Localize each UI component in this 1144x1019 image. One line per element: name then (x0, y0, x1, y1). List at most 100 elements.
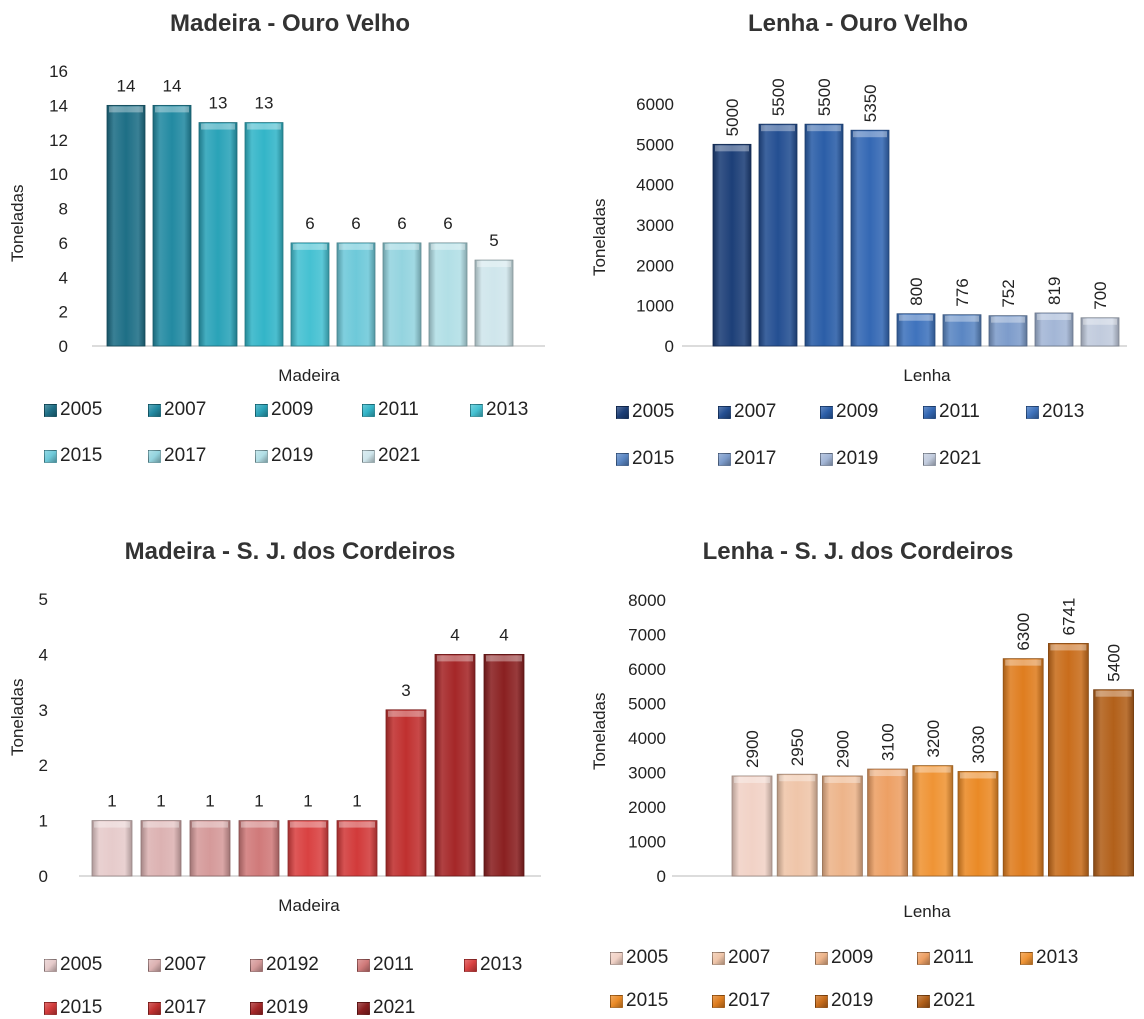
bar-2017 (382, 242, 422, 347)
data-label: 1 (107, 792, 116, 811)
legend-label: 2011 (373, 954, 414, 975)
legend-item-2017: 2017 (712, 990, 770, 1012)
data-label: 3100 (879, 723, 898, 761)
legend-item-2007: 2007 (718, 401, 776, 423)
y-tick-label: 10 (49, 165, 68, 184)
legend-item-2019: 2019 (815, 990, 873, 1012)
bar-bevel (869, 770, 906, 777)
x-axis-label: Lenha (903, 366, 951, 385)
bar-2021 (1080, 317, 1120, 347)
legend-swatch (250, 1001, 263, 1015)
legend-label: 2021 (378, 445, 421, 466)
y-tick-label: 2 (39, 756, 48, 775)
bar-2011 (238, 820, 280, 877)
bar-2019 (1047, 643, 1089, 877)
data-label: 3200 (924, 720, 943, 758)
data-label: 5350 (861, 84, 880, 122)
legend-swatch (148, 1001, 161, 1015)
legend-label: 2005 (632, 401, 675, 422)
data-label: 2950 (788, 728, 807, 766)
bar-bevel (991, 316, 1025, 323)
data-label: 700 (1091, 281, 1110, 309)
bar-bevel (824, 776, 861, 783)
data-label: 776 (953, 278, 972, 306)
bar-bevel (477, 261, 511, 268)
bar-bevel (192, 821, 228, 828)
legend-swatch (148, 958, 161, 972)
legend-item-2011: 2011 (357, 954, 414, 976)
bar-bevel (339, 821, 375, 828)
legend-item-2019: 2019 (820, 448, 878, 470)
legend-item-2017: 2017 (148, 997, 206, 1019)
chart-title: Lenha - S. J. dos Cordeiros (702, 538, 1014, 565)
plot-area: 0 2 4 6 8 10 12 14 16 14 14 13 13 6 6 6 6 5 (49, 62, 545, 356)
data-label: 800 (907, 277, 926, 305)
legend-item-2015: 2015 (610, 990, 668, 1012)
y-tick-label: 3000 (628, 764, 666, 783)
legend-item-2007: 2007 (148, 954, 206, 976)
legend-label: 2011 (939, 401, 980, 422)
y-tick-label: 16 (49, 62, 68, 81)
legend-swatch (44, 403, 57, 417)
y-tick-label: 12 (49, 131, 68, 150)
legend-item-2005: 2005 (44, 399, 102, 421)
legend-label: 2019 (266, 997, 309, 1018)
bar-2009 (804, 123, 844, 347)
legend-swatch (820, 405, 833, 419)
chart-madeira-sj-cordeiros: Madeira - S. J. dos Cordeiros Toneladas … (0, 502, 572, 1018)
data-label: 5500 (769, 78, 788, 116)
bar-2009 (198, 122, 238, 347)
y-tick-label: 0 (39, 867, 48, 886)
bar-2017 (385, 709, 427, 877)
y-tick-label: 5000 (628, 695, 666, 714)
bar-2021 (1093, 689, 1134, 877)
legend-swatch (616, 452, 629, 466)
y-tick-label: 1000 (636, 297, 674, 316)
bar-2007 (140, 820, 182, 877)
legend-item-20192: 20192 (250, 954, 319, 976)
data-label: 2900 (833, 730, 852, 768)
chart-title: Lenha - Ouro Velho (747, 10, 969, 37)
legend-swatch (470, 403, 483, 417)
legend-swatch (820, 452, 833, 466)
x-axis-label: Madeira (278, 366, 340, 385)
data-label: 4 (499, 625, 508, 644)
bar-2013 (290, 242, 330, 347)
data-label: 6300 (1014, 613, 1033, 651)
y-tick-label: 4 (39, 645, 48, 664)
data-label: 1 (303, 792, 312, 811)
legend-swatch (1026, 405, 1039, 419)
legend-item-2013: 2013 (1026, 401, 1084, 423)
legend-label: 2013 (486, 399, 529, 420)
bar-bevel (945, 315, 979, 322)
legend-item-2019: 2019 (250, 997, 308, 1019)
legend-item-2021: 2021 (357, 997, 415, 1019)
legend-item-2005: 2005 (616, 401, 674, 423)
bar-bevel (385, 243, 419, 250)
x-axis-label: Madeira (278, 896, 340, 915)
bar-2007 (758, 123, 798, 347)
bar-bevel (1083, 318, 1117, 325)
legend-label: 2011 (378, 399, 419, 420)
bar-2011 (867, 768, 909, 877)
legend-swatch (148, 403, 161, 417)
legend-label: 2005 (60, 399, 103, 420)
bar-bevel (1050, 644, 1087, 651)
legend-item-2017: 2017 (718, 448, 776, 470)
data-label: 6 (351, 214, 360, 233)
data-label: 5400 (1105, 644, 1124, 682)
legend-swatch (718, 452, 731, 466)
legend-label: 2015 (60, 997, 103, 1018)
data-label: 14 (117, 76, 136, 95)
legend-item-2011: 2011 (917, 947, 974, 969)
bar-2007 (776, 773, 818, 877)
legend-swatch (917, 951, 930, 965)
data-label: 6 (397, 214, 406, 233)
bar-2011 (244, 122, 284, 347)
legend-swatch (712, 951, 725, 965)
legend-item-2007: 2007 (148, 399, 206, 421)
legend-label: 2013 (1036, 947, 1079, 968)
bar-2005 (712, 143, 752, 347)
bar-bevel (143, 821, 179, 828)
legend-label: 2021 (933, 990, 976, 1011)
